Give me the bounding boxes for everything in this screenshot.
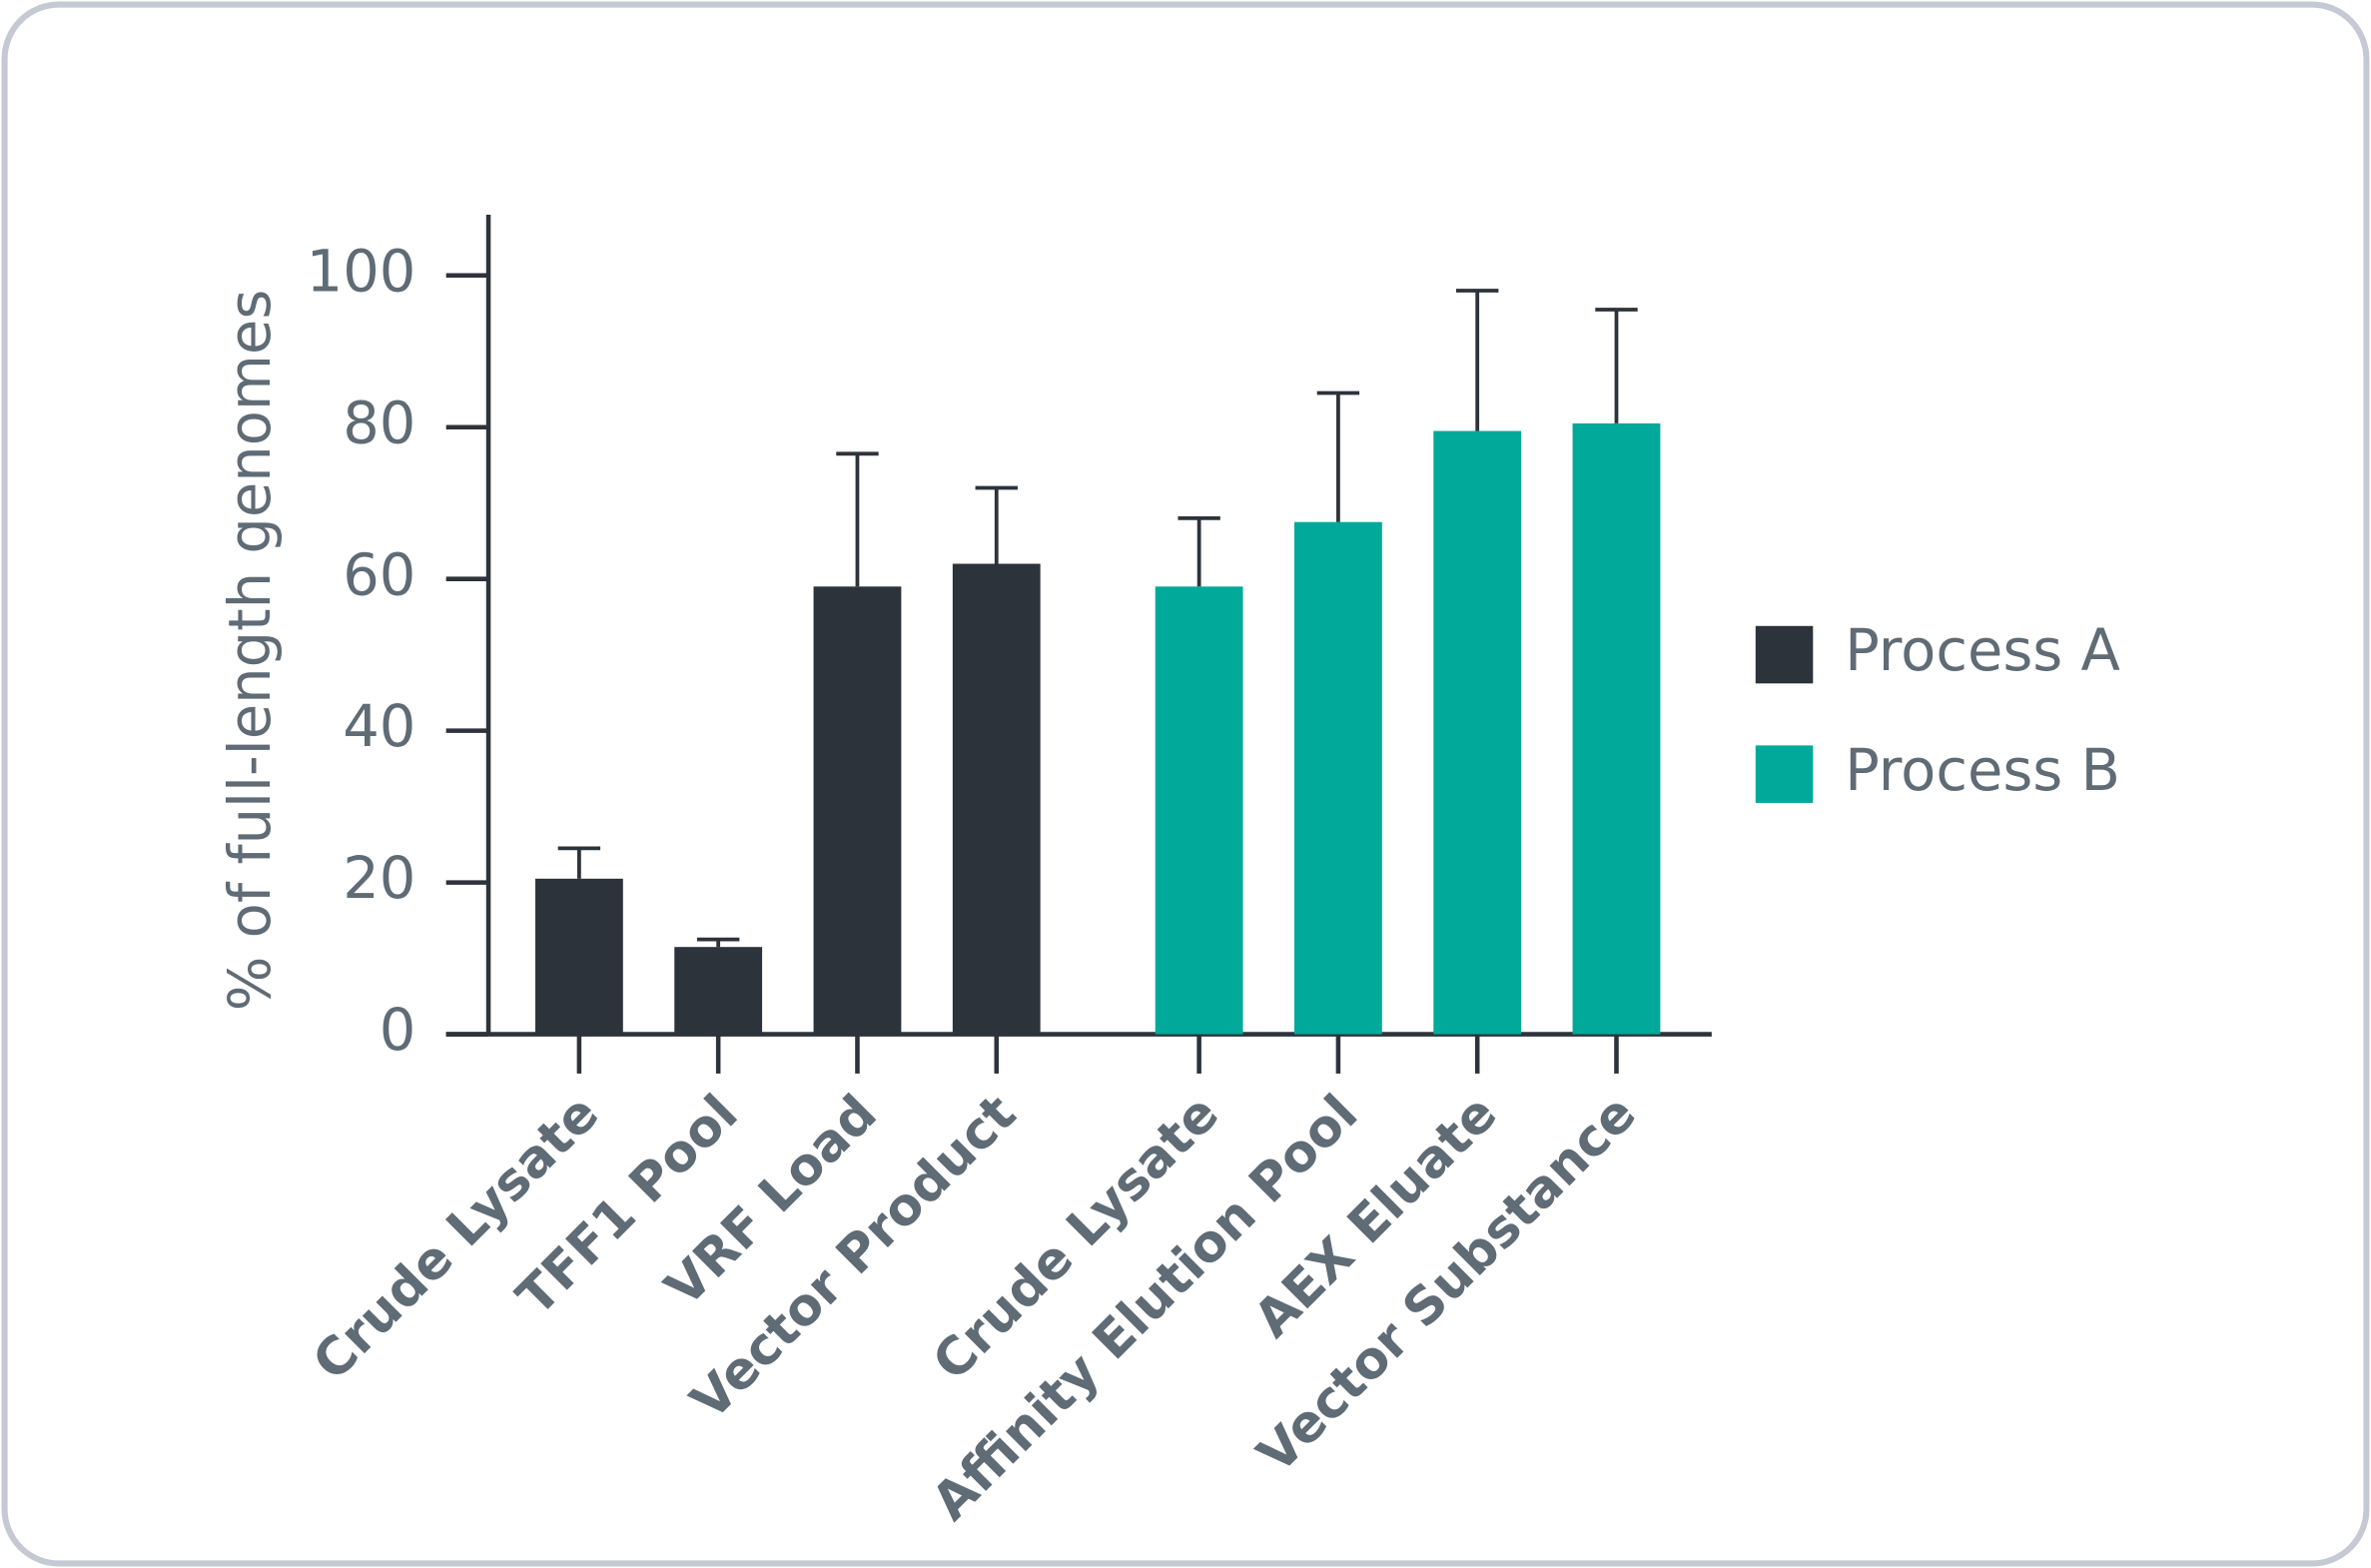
error-bar	[1456, 289, 1499, 431]
y-tick-label: 0	[380, 997, 416, 1064]
error-bar	[1316, 391, 1360, 522]
legend-label: Process B	[1845, 737, 2120, 804]
bar	[1294, 521, 1382, 1035]
bar	[534, 878, 623, 1035]
bar	[674, 947, 763, 1035]
error-bar	[557, 846, 601, 879]
bar	[952, 563, 1041, 1035]
y-tick-label: 80	[343, 390, 415, 456]
y-tick-label: 40	[343, 693, 415, 760]
y-tick-label: 100	[307, 238, 416, 305]
error-bar	[1595, 308, 1638, 423]
error-bar	[1178, 516, 1220, 587]
error-bar	[696, 937, 740, 948]
y-tick-label: 20	[343, 845, 415, 912]
error-bar	[975, 485, 1018, 564]
legend-label: Process A	[1845, 617, 2120, 684]
bar	[1155, 586, 1243, 1035]
error-bar	[836, 451, 879, 587]
bar	[1433, 430, 1522, 1035]
legend-swatch	[1755, 745, 1814, 803]
legend-swatch	[1755, 625, 1814, 684]
y-axis-label: % of full-length genomes	[217, 290, 284, 1012]
y-tick-label: 60	[343, 541, 415, 608]
bar	[813, 586, 902, 1035]
bar	[1572, 422, 1661, 1035]
